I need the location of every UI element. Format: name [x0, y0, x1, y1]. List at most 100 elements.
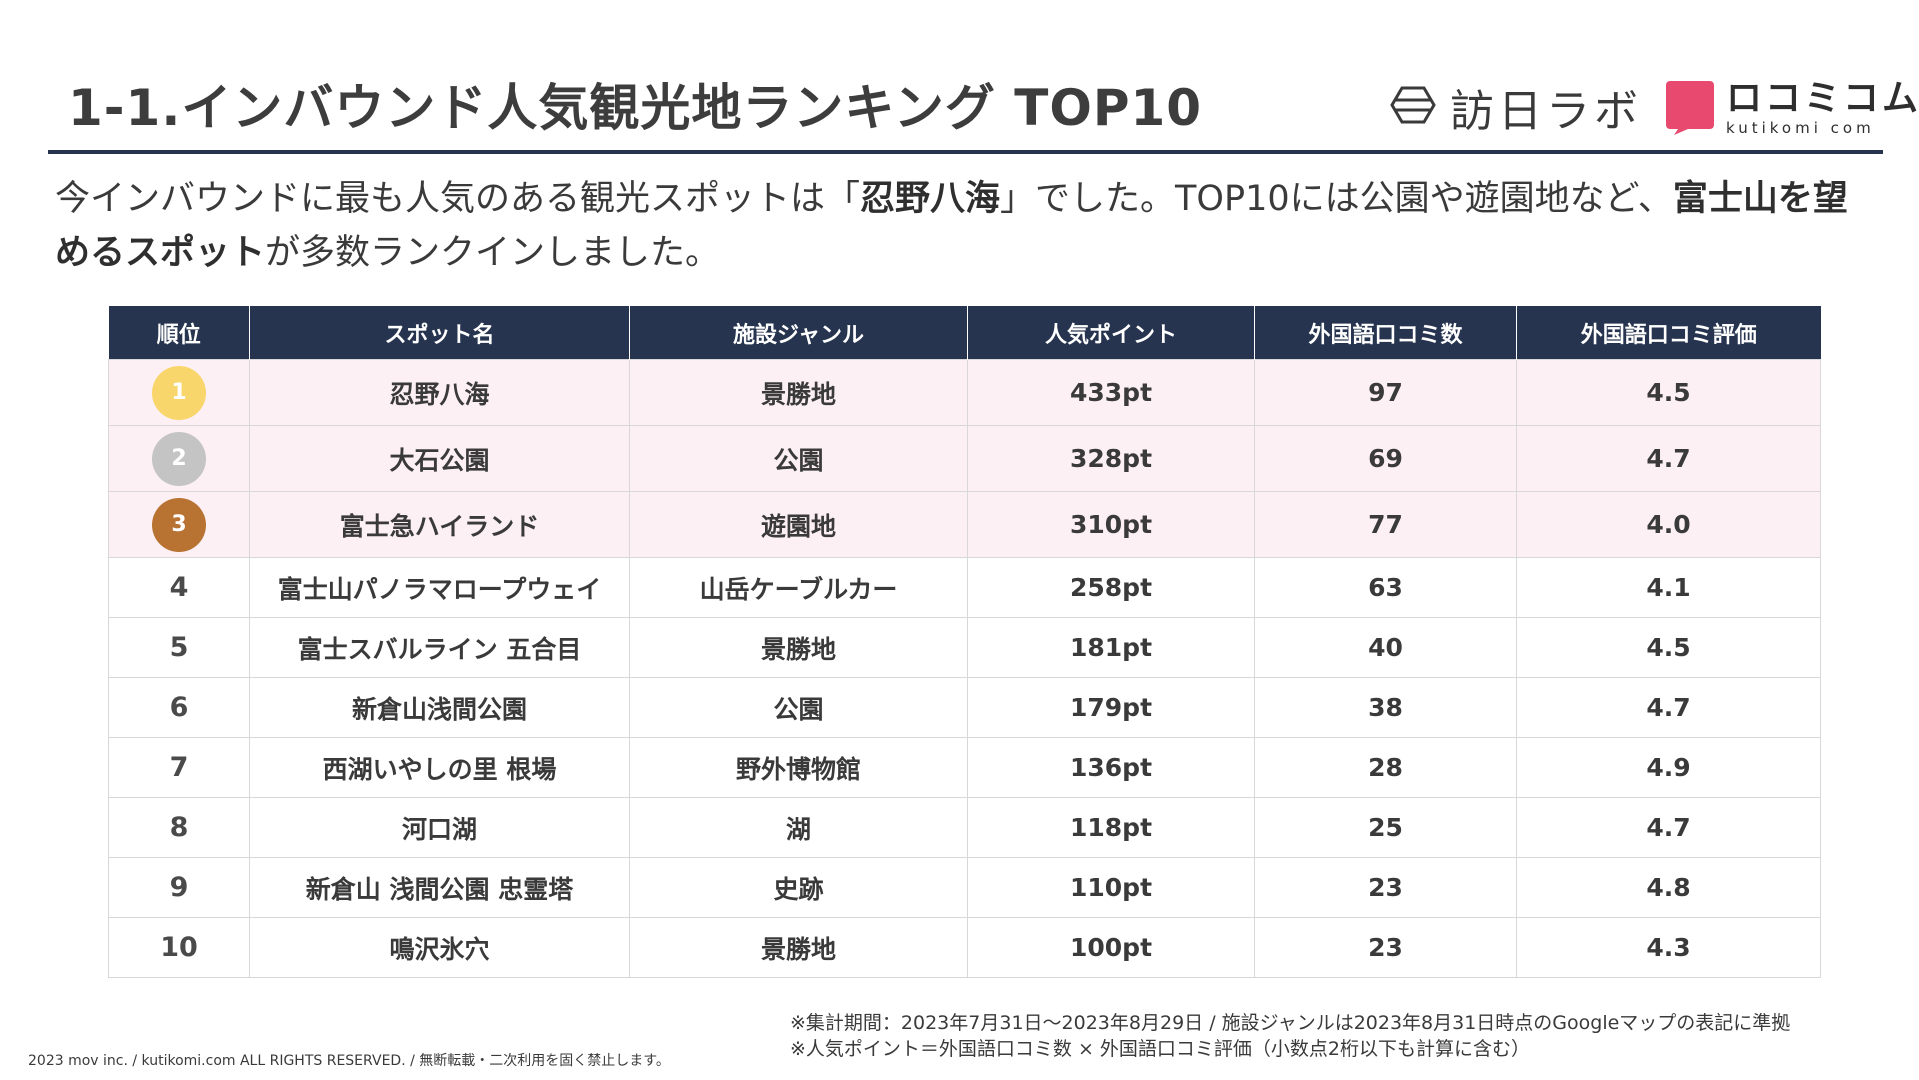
spot-name-cell: 鳴沢氷穴 — [249, 917, 630, 978]
spot-name-cell: 河口湖 — [249, 797, 630, 858]
review-count-cell: 23 — [1254, 917, 1517, 978]
rating-cell: 4.9 — [1516, 737, 1821, 798]
rating-cell: 4.0 — [1516, 491, 1821, 558]
header-review-count: 外国語口コミ数 — [1254, 306, 1517, 360]
rank-cell: 7 — [108, 737, 250, 798]
review-count-cell: 23 — [1254, 857, 1517, 918]
spot-name-cell: 忍野八海 — [249, 359, 630, 426]
genre-cell: 景勝地 — [629, 917, 968, 978]
spot-name-cell: 富士山パノラマロープウェイ — [249, 557, 630, 618]
page-title: 1-1.インバウンド人気観光地ランキング TOP10 — [68, 79, 1203, 137]
table-row: 2 大石公園 公園 328pt 69 4.7 — [108, 425, 1821, 492]
review-count-cell: 25 — [1254, 797, 1517, 858]
table-row: 4 富士山パノラマロープウェイ 山岳ケーブルカー 258pt 63 4.1 — [108, 557, 1821, 618]
review-count-cell: 63 — [1254, 557, 1517, 618]
rating-cell: 4.7 — [1516, 425, 1821, 492]
title-divider — [48, 150, 1883, 154]
footnotes: ※集計期間：2023年7月31日〜2023年8月29日 / 施設ジャンルは202… — [790, 1010, 1790, 1062]
genre-cell: 山岳ケーブルカー — [629, 557, 968, 618]
genre-cell: 史跡 — [629, 857, 968, 918]
review-count-cell: 38 — [1254, 677, 1517, 738]
rating-cell: 4.8 — [1516, 857, 1821, 918]
review-count-cell: 40 — [1254, 617, 1517, 678]
header-rank: 順位 — [108, 306, 250, 360]
rating-cell: 4.7 — [1516, 677, 1821, 738]
table-row: 10 鳴沢氷穴 景勝地 100pt 23 4.3 — [108, 917, 1821, 978]
genre-cell: 野外博物館 — [629, 737, 968, 798]
houjin-lab-logo: 訪日ラボ — [1390, 82, 1642, 137]
header-review-rating: 外国語口コミ評価 — [1516, 306, 1821, 360]
genre-cell: 公園 — [629, 425, 968, 492]
rating-cell: 4.3 — [1516, 917, 1821, 978]
points-cell: 118pt — [967, 797, 1255, 858]
table-row: 3 富士急ハイランド 遊園地 310pt 77 4.0 — [108, 491, 1821, 558]
houjin-lab-logo-text: 訪日ラボ — [1450, 86, 1642, 137]
rank-cell: 1 — [108, 359, 250, 426]
points-cell: 110pt — [967, 857, 1255, 918]
points-cell: 328pt — [967, 425, 1255, 492]
genre-cell: 景勝地 — [629, 359, 968, 426]
points-cell: 258pt — [967, 557, 1255, 618]
copyright: 2023 mov inc. / kutikomi.com ALL RIGHTS … — [28, 1053, 670, 1069]
table-row: 9 新倉山 浅間公園 忠霊塔 史跡 110pt 23 4.8 — [108, 857, 1821, 918]
points-cell: 433pt — [967, 359, 1255, 426]
intro-text: 今インバウンドに最も人気のある観光スポットは「忍野八海」でした。TOP10には公… — [55, 172, 1855, 280]
rank-medal: 2 — [152, 431, 206, 486]
rank-cell: 5 — [108, 617, 250, 678]
intro-part-1: 今インバウンドに最も人気のある観光スポットは「 — [55, 179, 861, 219]
rank-medal: 1 — [152, 365, 206, 420]
spot-name-cell: 富士急ハイランド — [249, 491, 630, 558]
review-count-cell: 97 — [1254, 359, 1517, 426]
kutikomi-logo-jp: ロコミコム — [1726, 77, 1919, 119]
genre-cell: 湖 — [629, 797, 968, 858]
spot-name-cell: 新倉山浅間公園 — [249, 677, 630, 738]
speech-bubble-icon — [1666, 81, 1714, 135]
table-row: 8 河口湖湖 118pt 25 4.7 — [108, 797, 1821, 858]
table-row: 1 忍野八海 景勝地 433pt 97 4.5 — [108, 359, 1821, 426]
rank-cell: 6 — [108, 677, 250, 738]
points-cell: 136pt — [967, 737, 1255, 798]
rank-cell: 10 — [108, 917, 250, 978]
rating-cell: 4.7 — [1516, 797, 1821, 858]
genre-cell: 景勝地 — [629, 617, 968, 678]
rank-cell: 8 — [108, 797, 250, 858]
rank-cell: 9 — [108, 857, 250, 918]
review-count-cell: 77 — [1254, 491, 1517, 558]
footnote-points-formula: ※人気ポイント＝外国語口コミ数 × 外国語口コミ評価（小数点2桁以下も計算に含む… — [790, 1038, 1531, 1060]
rank-cell: 3 — [108, 491, 250, 558]
rank-cell: 4 — [108, 557, 250, 618]
intro-bold-2: 富士山を望めるスポット — [55, 179, 1848, 273]
rating-cell: 4.5 — [1516, 359, 1821, 426]
review-count-cell: 28 — [1254, 737, 1517, 798]
header-points: 人気ポイント — [967, 306, 1255, 360]
rating-cell: 4.5 — [1516, 617, 1821, 678]
header-spot-name: スポット名 — [249, 306, 630, 360]
genre-cell: 公園 — [629, 677, 968, 738]
table-header-row: 順位 スポット名 施設ジャンル 人気ポイント 外国語口コミ数 外国語口コミ評価 — [108, 306, 1821, 360]
rank-cell: 2 — [108, 425, 250, 492]
spot-name-cell: 西湖いやしの里 根場 — [249, 737, 630, 798]
points-cell: 100pt — [967, 917, 1255, 978]
spot-name-cell: 大石公園 — [249, 425, 630, 492]
table-row: 6 新倉山浅間公園 公園 179pt 38 4.7 — [108, 677, 1821, 738]
rank-medal: 3 — [152, 497, 206, 552]
points-cell: 179pt — [967, 677, 1255, 738]
spot-name-cell: 富士スバルライン 五合目 — [249, 617, 630, 678]
kutikomi-logo-en: kutikomi com — [1726, 118, 1875, 137]
points-cell: 310pt — [967, 491, 1255, 558]
header-genre: 施設ジャンル — [629, 306, 968, 360]
points-cell: 181pt — [967, 617, 1255, 678]
intro-part-2: 」でした。TOP10には公園や遊園地など、 — [1000, 179, 1673, 219]
ranking-table: 順位 スポット名 施設ジャンル 人気ポイント 外国語口コミ数 外国語口コミ評価 … — [108, 306, 1821, 978]
intro-bold-1: 忍野八海 — [860, 179, 1001, 219]
review-count-cell: 69 — [1254, 425, 1517, 492]
rating-cell: 4.1 — [1516, 557, 1821, 618]
table-row: 7 西湖いやしの里 根場 野外博物館 136pt 28 4.9 — [108, 737, 1821, 798]
table-row: 5 富士スバルライン 五合目 景勝地 181pt 40 4.5 — [108, 617, 1821, 678]
intro-part-3: が多数ランクインしました。 — [265, 233, 721, 273]
kutikomi-logo: ロコミコム kutikomi com — [1666, 80, 1919, 136]
hexagon-outline-icon — [1390, 85, 1436, 129]
footnote-period: ※集計期間：2023年7月31日〜2023年8月29日 / 施設ジャンルは202… — [790, 1012, 1791, 1034]
spot-name-cell: 新倉山 浅間公園 忠霊塔 — [249, 857, 630, 918]
genre-cell: 遊園地 — [629, 491, 968, 558]
